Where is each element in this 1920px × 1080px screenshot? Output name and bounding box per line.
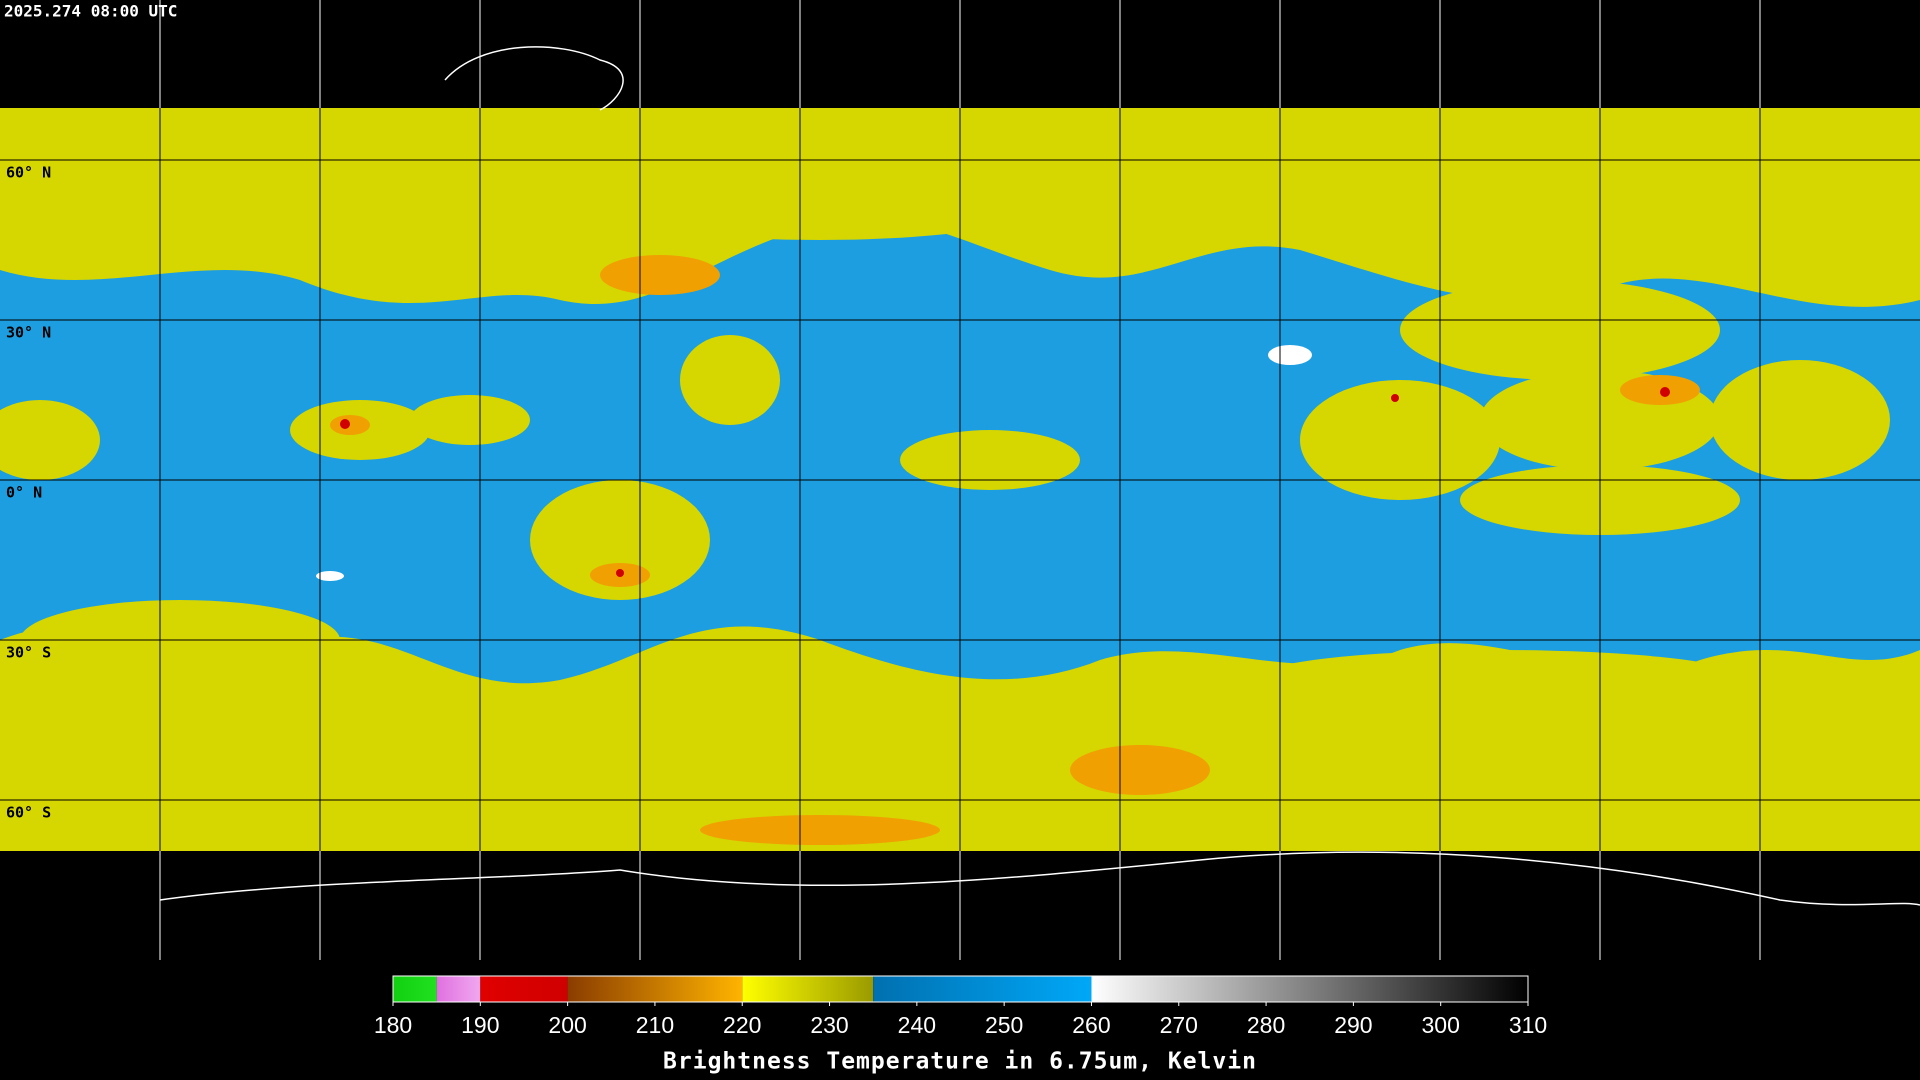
colorbar-tick-label: 190 bbox=[461, 1012, 499, 1038]
colorbar-tick-label: 300 bbox=[1422, 1012, 1460, 1038]
deep-convection bbox=[340, 387, 1670, 577]
colorbar-segment bbox=[567, 976, 743, 1002]
colorbar-tick-label: 200 bbox=[548, 1012, 586, 1038]
colorbar-segment bbox=[1091, 976, 1528, 1002]
colorbar-tick-label: 280 bbox=[1247, 1012, 1285, 1038]
latitude-label: 30° S bbox=[6, 644, 51, 662]
latitude-label: 60° N bbox=[6, 164, 51, 182]
colorbar-tick-label: 220 bbox=[723, 1012, 761, 1038]
colorbar-frame bbox=[392, 975, 1529, 1003]
colorbar-segment bbox=[873, 976, 1092, 1002]
colorbar-segment bbox=[393, 976, 437, 1002]
colorbar-tick-label: 250 bbox=[985, 1012, 1023, 1038]
latitude-label: 0° N bbox=[6, 484, 42, 502]
dry-spots bbox=[316, 345, 1312, 581]
colorbar-title: Brightness Temperature in 6.75um, Kelvin bbox=[663, 1049, 1257, 1075]
colorbar-segment bbox=[436, 976, 481, 1002]
colorbar-tick-label: 210 bbox=[636, 1012, 674, 1038]
colorbar-segment bbox=[480, 976, 568, 1002]
labels: 2025.274 08:00 UTC 60° N 30° N 0° N 30° S 60… bbox=[4, 2, 177, 822]
colorbar-tick-label: 240 bbox=[898, 1012, 936, 1038]
colorbar-tick-label: 310 bbox=[1509, 1012, 1547, 1038]
graticule bbox=[0, 0, 1920, 960]
colorbar-tick-label: 270 bbox=[1160, 1012, 1198, 1038]
latitude-label: 30° N bbox=[6, 324, 51, 342]
antarctica bbox=[159, 851, 1920, 906]
colorbar-tick-label: 260 bbox=[1072, 1012, 1110, 1038]
colorbar-tick-label: 230 bbox=[810, 1012, 848, 1038]
colorbar: Brightness Temperature in 6.75um, Kelvin… bbox=[374, 975, 1547, 1075]
latitude-label: 60° S bbox=[6, 804, 51, 822]
colorbar-segment bbox=[742, 976, 874, 1002]
timestamp: 2025.274 08:00 UTC bbox=[4, 2, 177, 21]
colorbar-tick-label: 180 bbox=[374, 1012, 412, 1038]
colorbar-tick-label: 290 bbox=[1334, 1012, 1372, 1038]
